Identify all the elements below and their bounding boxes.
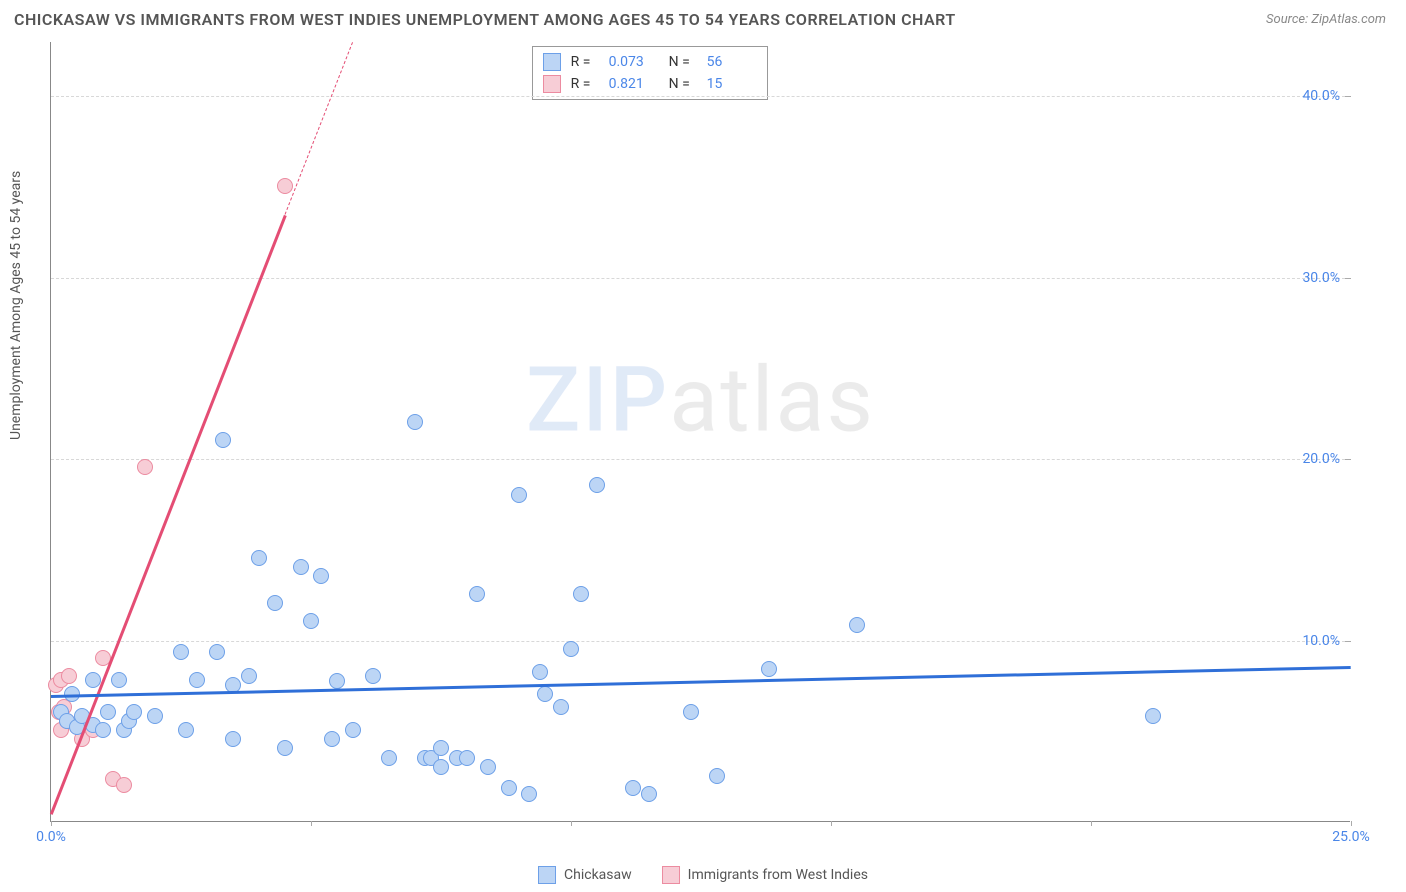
watermark: ZIPatlas: [526, 348, 875, 453]
y-tick-label: 20.0%: [1302, 451, 1340, 467]
x-tick-label: 25.0%: [1332, 829, 1370, 845]
scatter-point-blue: [100, 704, 116, 720]
x-tick-mark: [51, 821, 52, 826]
scatter-point-blue: [459, 750, 475, 766]
scatter-point-blue: [95, 722, 111, 738]
scatter-point-blue: [209, 644, 225, 660]
legend-r-label: R =: [571, 76, 599, 92]
series-legend: Chickasaw Immigrants from West Indies: [538, 866, 868, 884]
scatter-point-blue: [111, 672, 127, 688]
scatter-point-pink: [137, 459, 153, 475]
legend-swatch: [543, 53, 561, 71]
scatter-point-blue: [85, 672, 101, 688]
gridline: [51, 459, 1350, 460]
x-tick-mark: [1351, 821, 1352, 826]
legend-row: R = 0.821 N = 15: [543, 73, 757, 95]
scatter-point-blue: [511, 487, 527, 503]
scatter-point-blue: [553, 699, 569, 715]
series-legend-item: Chickasaw: [538, 866, 632, 884]
y-tick-label: 40.0%: [1302, 88, 1340, 104]
legend-n-value: 56: [707, 54, 757, 70]
scatter-point-blue: [761, 661, 777, 677]
x-tick-mark: [571, 821, 572, 826]
trendline: [285, 42, 354, 215]
watermark-zip: ZIP: [526, 348, 669, 453]
scatter-point-blue: [469, 586, 485, 602]
legend-swatch: [538, 866, 556, 884]
scatter-point-blue: [173, 644, 189, 660]
scatter-point-blue: [267, 595, 283, 611]
legend-r-label: R =: [571, 54, 599, 70]
scatter-point-blue: [225, 731, 241, 747]
scatter-point-blue: [126, 704, 142, 720]
scatter-point-blue: [313, 568, 329, 584]
legend-swatch: [543, 75, 561, 93]
scatter-point-blue: [215, 432, 231, 448]
scatter-point-blue: [501, 780, 517, 796]
plot-area: ZIPatlas R = 0.073 N = 56 R = 0.821 N = 15 10.0…: [50, 42, 1350, 822]
x-tick-mark: [831, 821, 832, 826]
legend-swatch: [662, 866, 680, 884]
gridline: [51, 96, 1350, 97]
scatter-point-blue: [625, 780, 641, 796]
scatter-point-blue: [407, 414, 423, 430]
x-tick-label: 0.0%: [36, 829, 66, 845]
series-legend-label: Immigrants from West Indies: [688, 867, 868, 883]
scatter-point-blue: [293, 559, 309, 575]
scatter-point-blue: [589, 477, 605, 493]
trendline: [50, 215, 286, 815]
series-legend-label: Chickasaw: [564, 867, 632, 883]
y-axis-label: Unemployment Among Ages 45 to 54 years: [8, 171, 24, 440]
scatter-point-blue: [324, 731, 340, 747]
legend-n-value: 15: [707, 76, 757, 92]
scatter-point-blue: [303, 613, 319, 629]
scatter-point-blue: [365, 668, 381, 684]
x-tick-mark: [1091, 821, 1092, 826]
scatter-point-blue: [683, 704, 699, 720]
legend-n-label: N =: [669, 54, 697, 70]
scatter-point-pink: [116, 777, 132, 793]
gridline: [51, 641, 1350, 642]
legend-row: R = 0.073 N = 56: [543, 51, 757, 73]
scatter-point-blue: [329, 673, 345, 689]
scatter-point-pink: [61, 668, 77, 684]
chart-title: CHICKASAW VS IMMIGRANTS FROM WEST INDIES…: [14, 10, 956, 29]
scatter-point-blue: [1145, 708, 1161, 724]
correlation-legend: R = 0.073 N = 56 R = 0.821 N = 15: [532, 46, 768, 100]
scatter-point-blue: [849, 617, 865, 633]
scatter-point-blue: [381, 750, 397, 766]
x-tick-mark: [311, 821, 312, 826]
legend-r-value: 0.073: [609, 54, 659, 70]
scatter-point-blue: [189, 672, 205, 688]
y-tick-label: 30.0%: [1302, 270, 1340, 286]
watermark-atlas: atlas: [669, 348, 875, 453]
gridline: [51, 278, 1350, 279]
scatter-point-blue: [178, 722, 194, 738]
scatter-point-blue: [563, 641, 579, 657]
scatter-point-blue: [433, 759, 449, 775]
scatter-point-blue: [521, 786, 537, 802]
scatter-point-blue: [345, 722, 361, 738]
scatter-point-pink: [277, 178, 293, 194]
y-tick-label: 10.0%: [1302, 633, 1340, 649]
scatter-point-blue: [709, 768, 725, 784]
scatter-point-blue: [532, 664, 548, 680]
scatter-point-blue: [537, 686, 553, 702]
scatter-point-blue: [480, 759, 496, 775]
scatter-point-blue: [147, 708, 163, 724]
legend-r-value: 0.821: [609, 76, 659, 92]
scatter-point-blue: [241, 668, 257, 684]
scatter-point-blue: [641, 786, 657, 802]
scatter-point-blue: [277, 740, 293, 756]
scatter-point-blue: [573, 586, 589, 602]
scatter-point-blue: [251, 550, 267, 566]
legend-n-label: N =: [669, 76, 697, 92]
scatter-point-blue: [433, 740, 449, 756]
source-label: Source: ZipAtlas.com: [1266, 12, 1386, 27]
series-legend-item: Immigrants from West Indies: [662, 866, 868, 884]
